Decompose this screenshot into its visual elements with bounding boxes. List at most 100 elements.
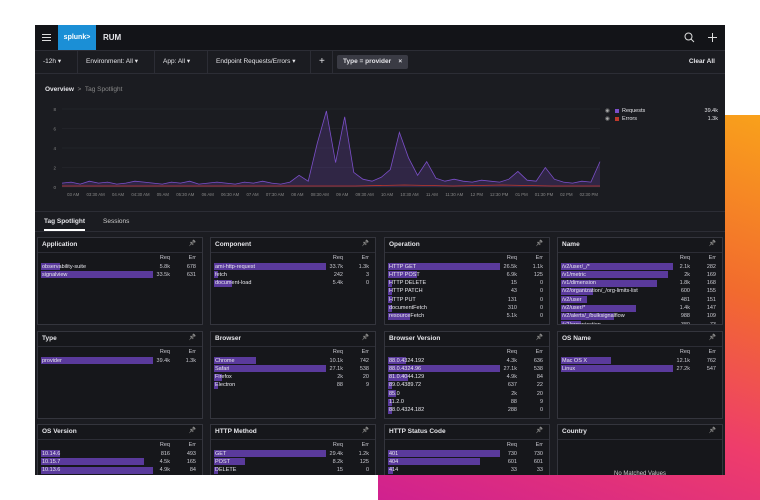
row-req: 5.1k bbox=[506, 313, 517, 320]
row-req: 29.4k bbox=[329, 450, 343, 457]
row-bar bbox=[41, 466, 153, 474]
row-bar bbox=[561, 263, 673, 270]
card-divider bbox=[38, 439, 202, 440]
time-chart: 0 2 4 6 8 03 AM 03:30 AM 04 AM 04:30 AM 05 AM 05:3… bbox=[53, 107, 601, 197]
eye-icon: ◉ bbox=[605, 116, 610, 122]
tag-card: Type 📌 Req Err provider 39.4k 1.3k bbox=[37, 331, 203, 419]
column-header: Err bbox=[361, 442, 369, 448]
chart-legend: ◉ Requests 39.4k ◉ Errors 1.3k bbox=[605, 107, 718, 123]
card-title: Application bbox=[42, 241, 78, 248]
logo[interactable]: splunk> bbox=[58, 25, 96, 50]
pin-icon[interactable]: 📌 bbox=[188, 335, 196, 341]
pin-icon[interactable]: 📌 bbox=[708, 428, 716, 434]
row-err: 0 bbox=[539, 313, 543, 320]
row-bar bbox=[41, 450, 60, 457]
row-name: 414 bbox=[389, 467, 399, 474]
card-divider bbox=[211, 252, 375, 253]
card-title: OS Name bbox=[562, 335, 591, 342]
pin-icon[interactable]: 📌 bbox=[708, 241, 716, 247]
row-req: 4.5k bbox=[159, 458, 170, 465]
row-bar bbox=[561, 365, 673, 373]
row-req: 730 bbox=[507, 450, 517, 457]
row-name: GET bbox=[215, 450, 227, 457]
row-name: /v1/metric bbox=[562, 271, 586, 278]
pin-icon[interactable]: 📌 bbox=[708, 335, 716, 341]
row-err: 538 bbox=[533, 365, 543, 372]
row-err: 0 bbox=[365, 467, 369, 474]
row-req: 6.9k bbox=[506, 271, 517, 278]
column-header: Req bbox=[506, 255, 517, 261]
row-bar bbox=[214, 279, 232, 287]
row-bar bbox=[388, 296, 392, 304]
row-bar bbox=[388, 458, 481, 466]
clear-all[interactable]: Clear All bbox=[688, 58, 715, 65]
x-tick-label: 09:30 AM bbox=[356, 192, 375, 197]
card-divider bbox=[38, 346, 202, 347]
menu-icon[interactable] bbox=[42, 33, 51, 42]
row-name: /v2/organization bbox=[562, 321, 601, 325]
row-err: 0 bbox=[539, 407, 543, 414]
tab-tag-spotlight[interactable]: Tag Spotlight bbox=[44, 218, 86, 231]
row-req: 15 bbox=[510, 280, 517, 287]
row-name: /v2/alerts/_/bulksignalflow bbox=[562, 313, 625, 320]
x-tick-label: 07:30 AM bbox=[266, 192, 285, 197]
time-label: -12h bbox=[43, 58, 57, 65]
row-name: HTTP DELETE bbox=[389, 280, 427, 287]
row-err: 0 bbox=[539, 280, 543, 287]
pin-icon[interactable]: 📌 bbox=[361, 241, 369, 247]
pin-icon[interactable]: 📌 bbox=[535, 241, 543, 247]
row-err: 1.1k bbox=[532, 263, 543, 270]
add-icon[interactable] bbox=[707, 32, 718, 43]
y-tick-label: 4 bbox=[53, 146, 56, 151]
time-picker[interactable]: -12h ▾ bbox=[35, 51, 78, 73]
crumb-overview[interactable]: Overview bbox=[45, 86, 74, 93]
pin-icon[interactable]: 📌 bbox=[188, 428, 196, 434]
row-name: 10.14.6 bbox=[42, 450, 61, 457]
pin-icon[interactable]: 📌 bbox=[535, 335, 543, 341]
pin-icon[interactable]: 📌 bbox=[361, 335, 369, 341]
pin-icon[interactable]: 📌 bbox=[535, 428, 543, 434]
row-bar bbox=[561, 312, 614, 320]
row-req: 88 bbox=[510, 399, 517, 405]
app-filter[interactable]: App: All ▾ bbox=[155, 51, 208, 73]
row-req: 816 bbox=[160, 450, 170, 457]
row-err: 22 bbox=[536, 382, 543, 389]
divider bbox=[35, 211, 725, 212]
row-err: 493 bbox=[186, 450, 196, 457]
row-bar bbox=[388, 373, 409, 381]
row-name: HTTP GET bbox=[389, 263, 417, 270]
legend-total: 1.3k bbox=[707, 116, 718, 122]
row-err: 678 bbox=[186, 263, 196, 270]
row-req: 601 bbox=[507, 458, 517, 465]
legend-name: Errors bbox=[622, 116, 637, 122]
card-title: OS Version bbox=[42, 428, 77, 435]
environment-filter[interactable]: Environment: All ▾ bbox=[78, 51, 155, 73]
column-header: Err bbox=[188, 442, 196, 448]
legend-item: ◉ Errors 1.3k bbox=[605, 115, 718, 123]
x-tick-label: 02:30 PM bbox=[580, 192, 599, 197]
search-icon[interactable] bbox=[684, 32, 695, 43]
column-header: Req bbox=[159, 442, 170, 448]
row-err: 9 bbox=[365, 382, 369, 389]
pin-icon[interactable]: 📌 bbox=[361, 428, 369, 434]
column-header: Err bbox=[535, 442, 543, 448]
add-filter[interactable]: + bbox=[315, 51, 333, 73]
x-tick-label: 04:30 AM bbox=[131, 192, 150, 197]
row-req: 2k bbox=[511, 390, 517, 397]
row-bar bbox=[561, 357, 611, 364]
row-name: documentFetch bbox=[389, 305, 427, 311]
row-bar bbox=[561, 296, 587, 304]
filter-chip[interactable]: Type = provider × bbox=[337, 55, 409, 69]
row-req: 8.2k bbox=[332, 458, 343, 465]
x-tick-label: 06:30 AM bbox=[221, 192, 240, 197]
metric-filter[interactable]: Endpoint Requests/Errors ▾ bbox=[208, 51, 311, 73]
card-title: Browser Version bbox=[389, 335, 441, 342]
tab-sessions[interactable]: Sessions bbox=[103, 218, 130, 225]
row-bar bbox=[41, 357, 153, 364]
pin-icon[interactable]: 📌 bbox=[188, 241, 196, 247]
y-tick-label: 2 bbox=[53, 166, 56, 171]
row-name: ami-http-request bbox=[215, 263, 256, 270]
row-name: Firefox bbox=[215, 374, 232, 381]
x-tick-label: 01 PM bbox=[515, 192, 528, 197]
tag-card: OS Name 📌 Req Err Mac OS X 12.1k 762 Linux 27.2k… bbox=[557, 331, 723, 419]
